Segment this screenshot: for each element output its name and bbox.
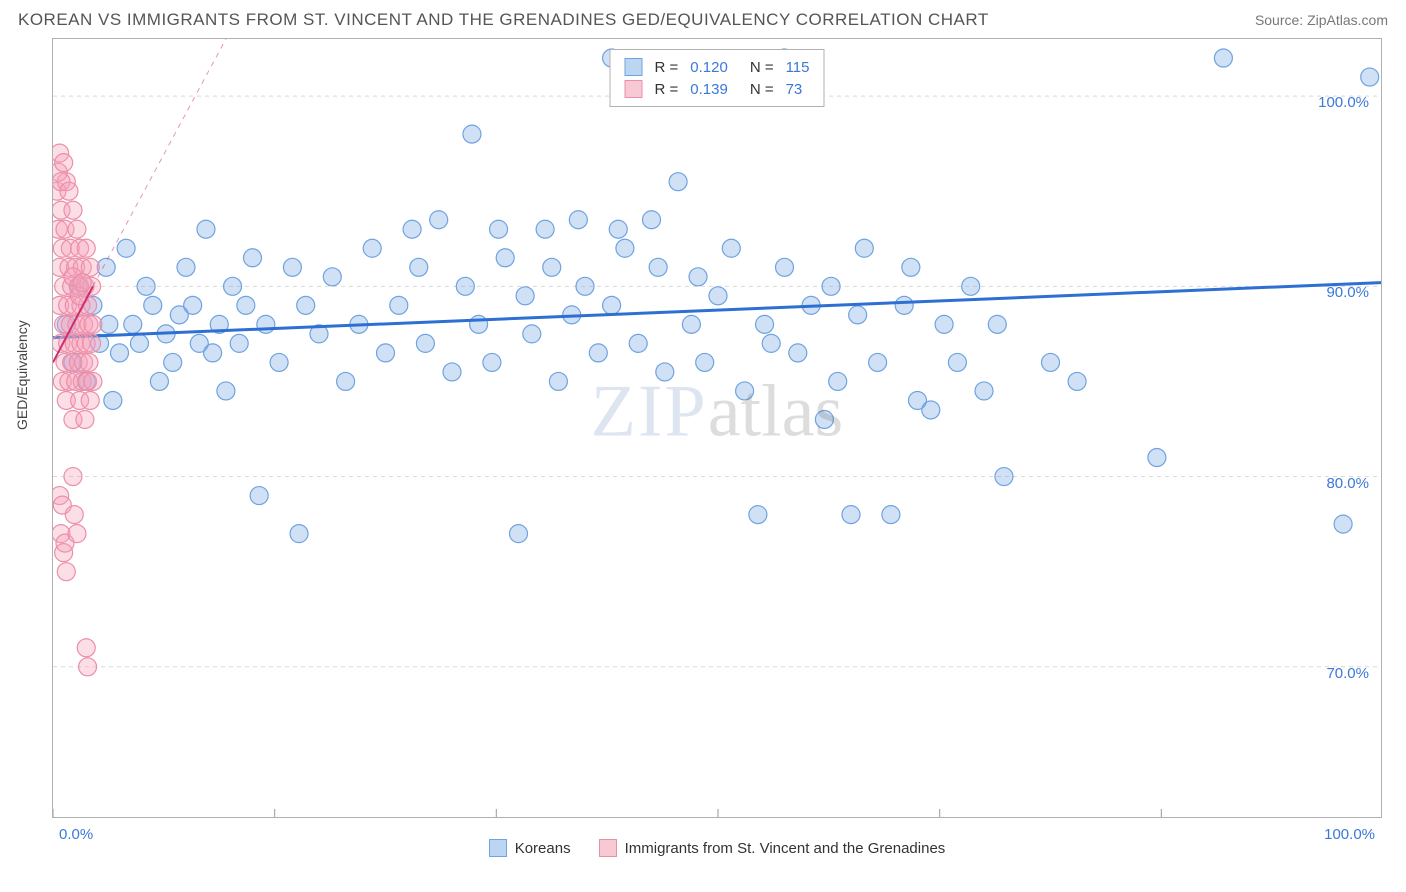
scatter-svg: [53, 39, 1381, 817]
legend-swatch: [625, 58, 643, 76]
n-value: 73: [786, 81, 803, 98]
legend-item: Immigrants from St. Vincent and the Gren…: [599, 839, 946, 857]
legend-swatch: [625, 80, 643, 98]
chart-title: KOREAN VS IMMIGRANTS FROM ST. VINCENT AN…: [18, 10, 989, 30]
bottom-legend: Koreans Immigrants from St. Vincent and t…: [53, 839, 1381, 857]
legend-item: Koreans: [489, 839, 571, 857]
header-bar: KOREAN VS IMMIGRANTS FROM ST. VINCENT AN…: [0, 0, 1406, 38]
n-label: N =: [750, 59, 774, 76]
y-tick-label: 100.0%: [1318, 94, 1369, 111]
y-tick-label: 90.0%: [1326, 284, 1369, 301]
stats-row: R = 0.120 N = 115: [625, 56, 810, 78]
stats-row: R = 0.139 N = 73: [625, 78, 810, 100]
stats-legend-box: R = 0.120 N = 115 R = 0.139 N = 73: [610, 49, 825, 107]
r-label: R =: [655, 59, 679, 76]
r-value: 0.139: [690, 81, 728, 98]
legend-label: Immigrants from St. Vincent and the Gren…: [625, 840, 946, 857]
source-label: Source: ZipAtlas.com: [1255, 12, 1388, 28]
r-label: R =: [655, 81, 679, 98]
r-value: 0.120: [690, 59, 728, 76]
n-label: N =: [750, 81, 774, 98]
chart-plot-area: ZIPatlas R =0.120N =115R =0.139N = 73 70…: [52, 38, 1382, 818]
y-tick-label: 80.0%: [1326, 475, 1369, 492]
y-axis-label: GED/Equivalency: [14, 320, 30, 430]
legend-label: Koreans: [515, 840, 571, 857]
legend-swatch: [599, 839, 617, 857]
n-value: 115: [786, 59, 810, 76]
y-tick-label: 70.0%: [1326, 665, 1369, 682]
legend-swatch: [489, 839, 507, 857]
